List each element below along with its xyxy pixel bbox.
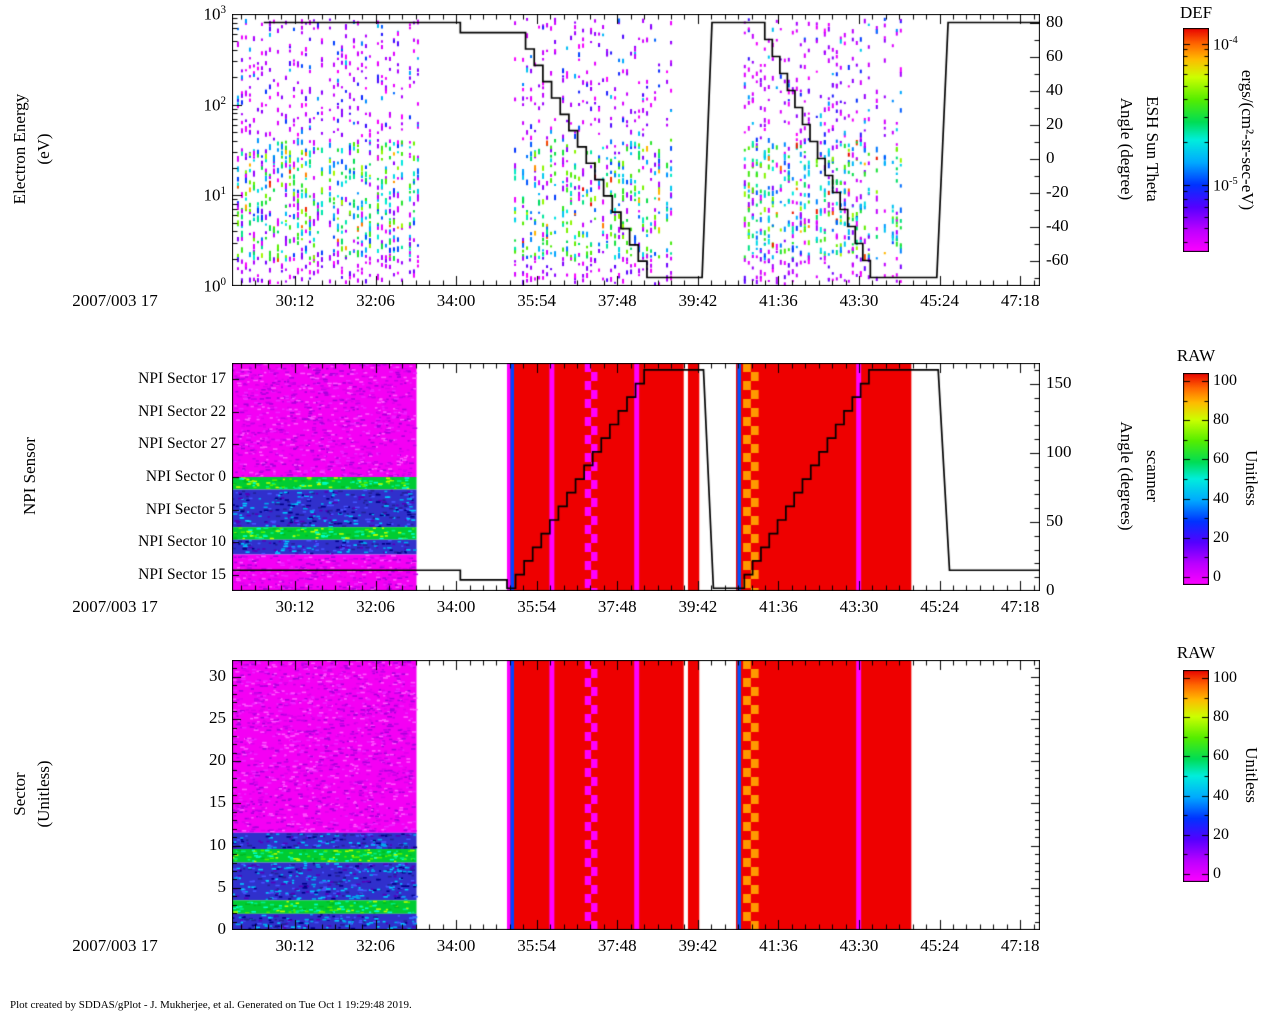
colorbar-tick-label: 10-4 — [1213, 34, 1238, 53]
right-axis-tick-label: 0 — [1046, 147, 1055, 167]
x-tick-label: 30:12 — [275, 936, 315, 955]
x-tick-label: 47:18 — [1000, 936, 1040, 955]
panel3-y-axis-label: Sector — [10, 772, 29, 816]
right-axis-tick-label: 100 — [1046, 441, 1072, 461]
npi-row-label: NPI Sector 5 — [145, 500, 226, 518]
y-tick-label: 30 — [209, 665, 226, 685]
x-tick-label: 37:48 — [597, 936, 637, 955]
colorbar-tick-label: 20 — [1213, 825, 1229, 843]
colorbar-tick-label: 40 — [1213, 786, 1229, 804]
x-tick-label: 34:00 — [436, 936, 476, 955]
x-tick-label: 37:48 — [597, 597, 637, 616]
right-axis-tick-label: 50 — [1046, 510, 1063, 530]
x-tick-label: 37:48 — [597, 291, 637, 310]
x-tick-label: 35:54 — [517, 936, 557, 955]
x-tick-label: 43:30 — [839, 597, 879, 616]
x-tick-label: 43:30 — [839, 291, 879, 310]
colorbar-tick-label: 0 — [1213, 567, 1221, 585]
right-axis-tick-label: 150 — [1046, 372, 1072, 392]
right-axis-tick-label: -20 — [1046, 181, 1069, 201]
right-axis-tick-label: 80 — [1046, 11, 1063, 31]
x-tick-label: 34:00 — [436, 597, 476, 616]
y-tick-label: 20 — [209, 750, 226, 770]
right-axis-tick-label: 40 — [1046, 79, 1063, 99]
x-tick-label: 32:06 — [356, 291, 395, 310]
x-tick-label: 32:06 — [356, 936, 395, 955]
x-tick-label: 39:42 — [678, 597, 718, 616]
x-tick-label: 45:24 — [920, 936, 959, 955]
y-tick-label: 103 — [203, 4, 226, 24]
right-axis-tick-label: 60 — [1046, 45, 1063, 65]
right-axis-tick-label: 20 — [1046, 113, 1063, 133]
y-tick-label: 102 — [203, 94, 226, 115]
colorbar-title-raw-sector: RAW — [1176, 643, 1216, 662]
y-tick-label: 5 — [217, 876, 227, 896]
x-tick-label: 47:18 — [1000, 597, 1040, 616]
y-tick-label: 10 — [209, 834, 226, 854]
x-tick-label: 39:42 — [678, 936, 718, 955]
colorbar-tick-label: 100 — [1213, 372, 1237, 390]
npi-row-label: NPI Sector 10 — [138, 533, 226, 551]
colorbar-tick-label: 60 — [1213, 450, 1229, 468]
colorbar-tick-label: 10-5 — [1213, 175, 1238, 195]
npi-row-label: NPI Sector 17 — [138, 370, 226, 388]
colorbar-tick-label: 0 — [1213, 864, 1221, 882]
x-tick-label: 30:12 — [275, 291, 315, 310]
npi-row-label: NPI Sector 27 — [138, 435, 226, 453]
footer-credit: Plot created by SDDAS/gPlot - J. Mukherj… — [10, 999, 412, 1011]
x-tick-label: 32:06 — [356, 597, 395, 616]
def-colorbar-canvas — [1183, 28, 1209, 252]
x-tick-label: 43:30 — [839, 936, 879, 955]
x-tick-label: 39:42 — [678, 291, 718, 310]
x-tick-label: 35:54 — [517, 291, 557, 310]
x-tick-label: 41:36 — [759, 597, 798, 616]
x-tick-label: 41:36 — [759, 936, 798, 955]
x-tick-label: 34:00 — [436, 291, 476, 310]
y-tick-label: 25 — [209, 708, 226, 728]
x-tick-label: 35:54 — [517, 597, 557, 616]
colorbar-title-raw-npi: RAW — [1176, 346, 1216, 365]
npi-row-label: NPI Sector 22 — [138, 402, 226, 420]
colorbar-tick-label: 40 — [1213, 489, 1229, 507]
right-axis-tick-label: -60 — [1046, 249, 1069, 269]
y-tick-label: 101 — [203, 185, 226, 205]
x-axis-start-label: 2007/003 17 — [72, 597, 158, 616]
x-tick-label: 45:24 — [920, 597, 959, 616]
right-axis-tick-label: 0 — [1046, 580, 1055, 599]
colorbar-title-def: DEF — [1179, 3, 1213, 22]
panel2-right-axis-label-line2: Angle (degrees) — [1117, 421, 1136, 531]
npi-row-label: NPI Sector 15 — [138, 565, 226, 583]
x-axis-start-label: 2007/003 17 — [72, 291, 158, 310]
y-tick-label: 100 — [203, 276, 226, 296]
y-tick-label: 15 — [209, 792, 226, 812]
npi-sensor-panel-canvas — [232, 363, 1040, 591]
electron-energy-panel-canvas — [232, 14, 1040, 286]
x-tick-label: 30:12 — [275, 597, 315, 616]
right-axis-tick-label: -40 — [1046, 215, 1069, 235]
raw-colorbar-npi-canvas — [1183, 373, 1209, 585]
colorbar-tick-label: 80 — [1213, 708, 1229, 726]
colorbar-unit-raw-sector: Unitless — [1242, 747, 1261, 803]
colorbar-tick-label: 20 — [1213, 528, 1229, 546]
colorbar-tick-label: 60 — [1213, 747, 1229, 765]
y-tick-label: 0 — [217, 919, 227, 938]
x-axis-start-label: 2007/003 17 — [72, 936, 158, 955]
sector-panel-canvas — [232, 660, 1040, 930]
panel2-right-axis-label-line1: scanner — [1143, 450, 1162, 502]
colorbar-tick-label: 100 — [1213, 669, 1237, 687]
npi-row-label: NPI Sector 0 — [145, 468, 226, 485]
x-tick-label: 47:18 — [1000, 291, 1040, 310]
x-tick-label: 45:24 — [920, 291, 959, 310]
raw-colorbar-sector-canvas — [1183, 670, 1209, 882]
x-tick-label: 41:36 — [759, 291, 798, 310]
colorbar-tick-label: 80 — [1213, 411, 1229, 429]
panel3-y-axis-unit: (Unitless) — [34, 760, 53, 828]
